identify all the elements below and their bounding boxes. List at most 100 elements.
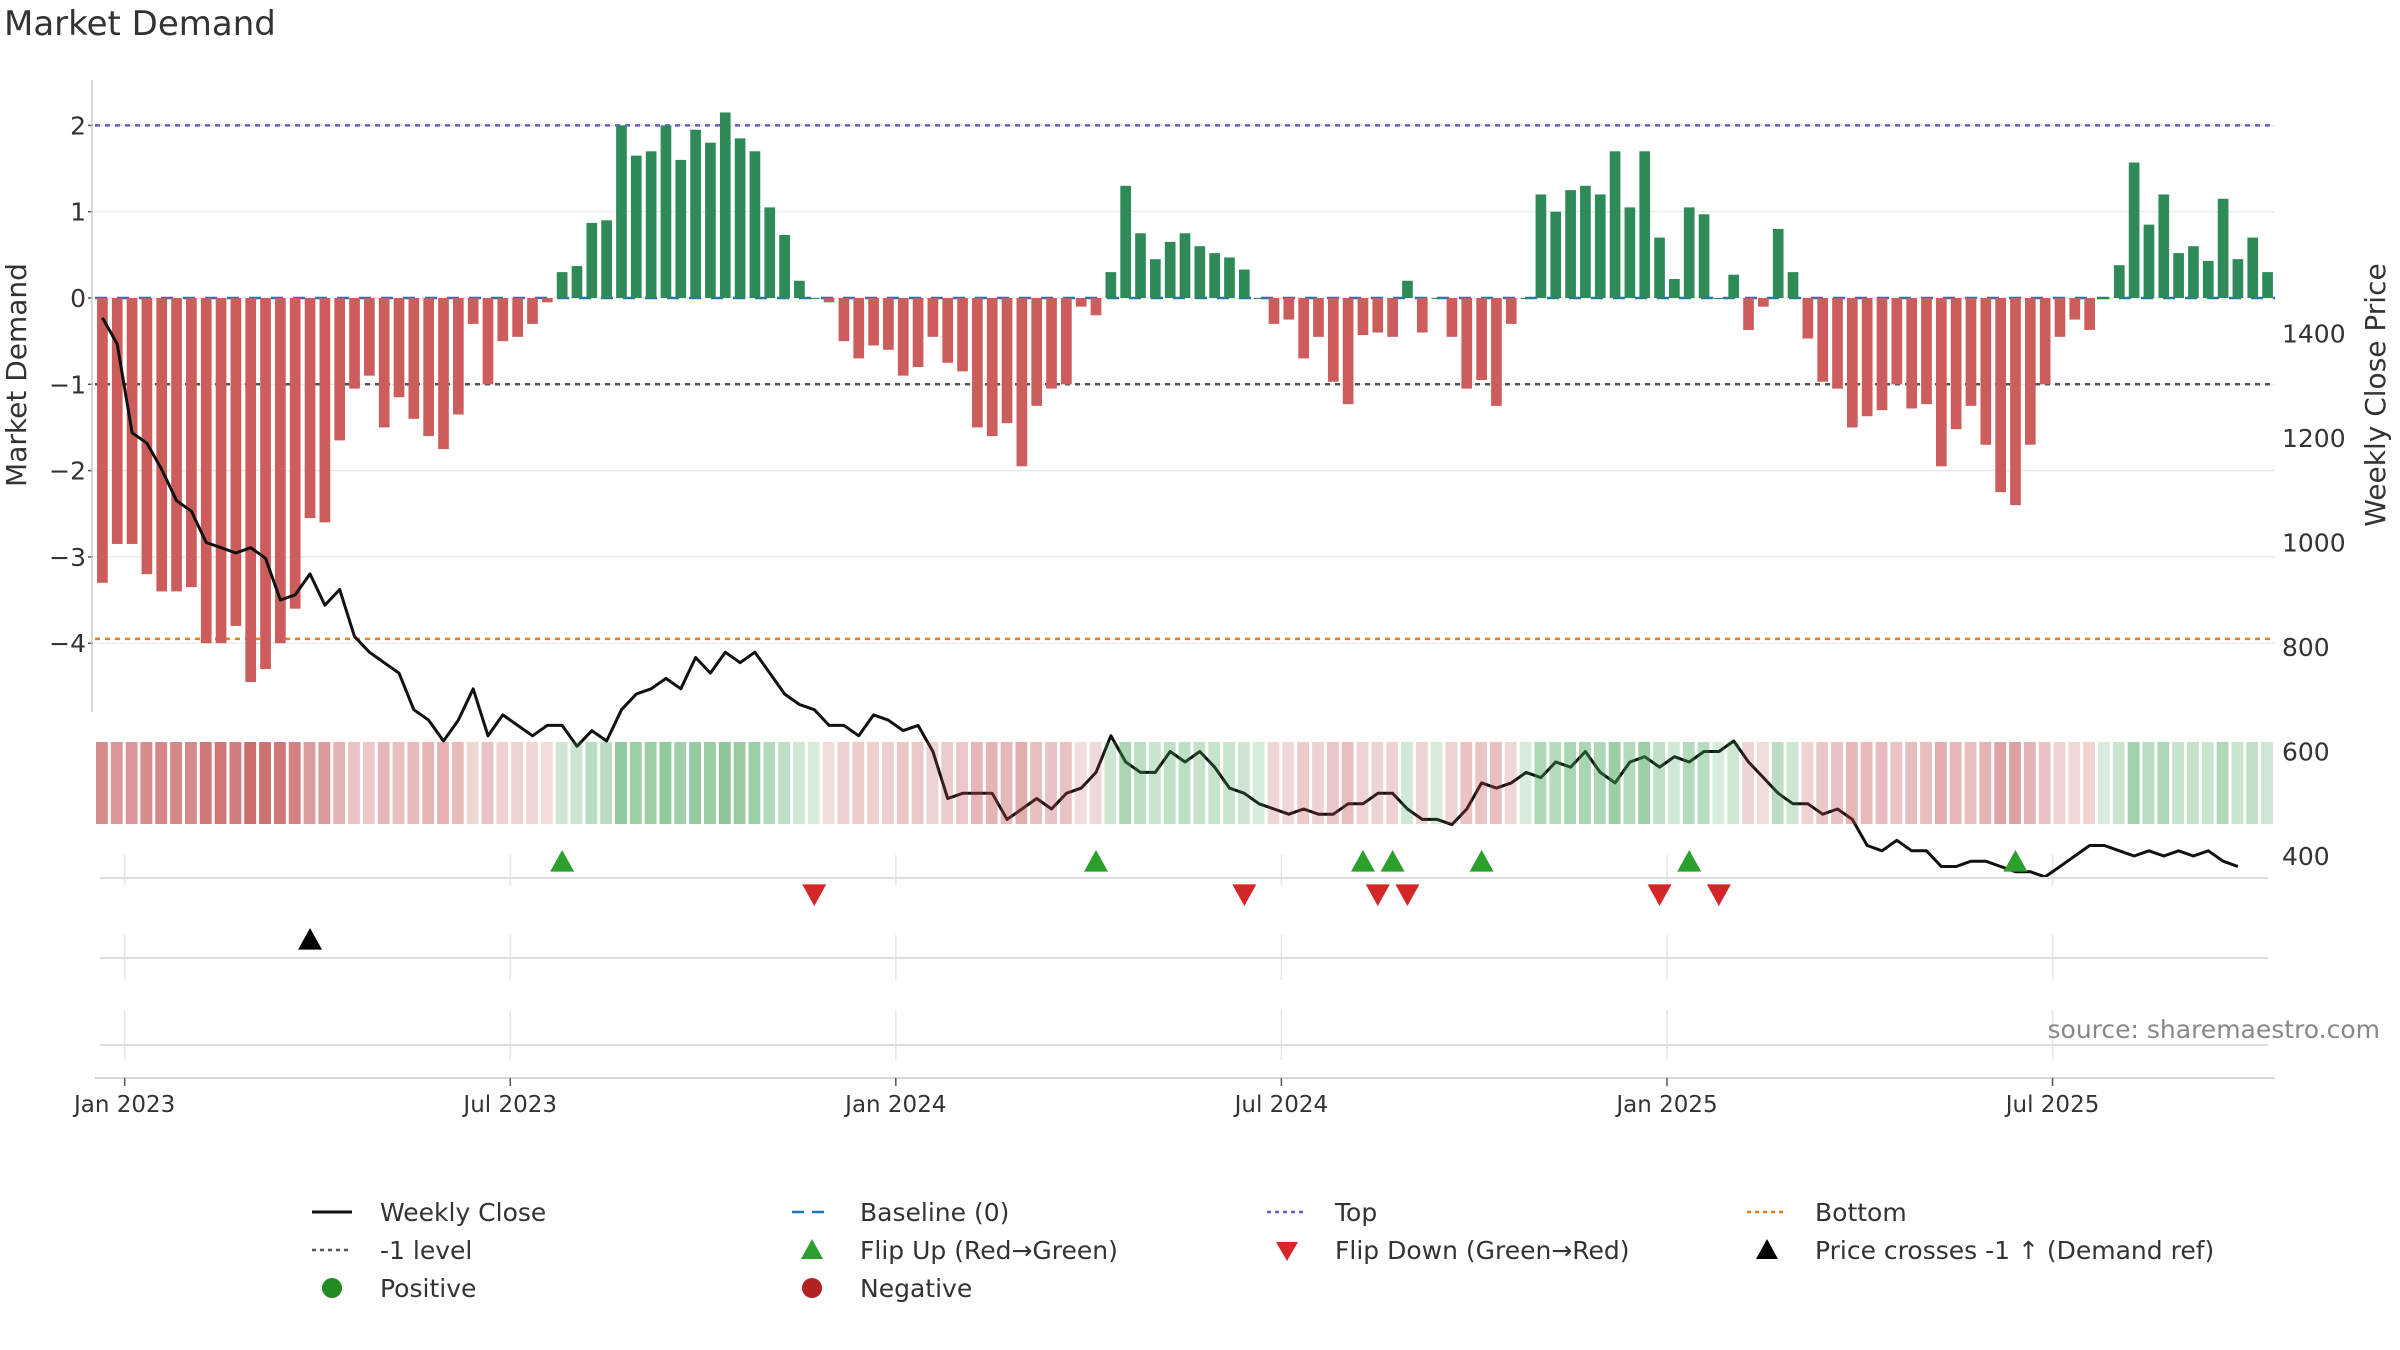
heat-cell (377, 742, 390, 824)
demand-bar (927, 298, 939, 337)
heat-cell (2127, 742, 2140, 824)
legend-symbol (1756, 1239, 1778, 1259)
demand-bar (616, 125, 627, 299)
heat-cell (526, 742, 538, 824)
heat-cell (2068, 742, 2081, 824)
demand-bar (645, 151, 657, 298)
heat-cell (481, 742, 494, 824)
heat-cell (733, 742, 746, 824)
y2-tick-label: 600 (2282, 738, 2330, 767)
heat-cell (1356, 742, 1369, 824)
heat-cell (2172, 742, 2185, 824)
demand-bar (1817, 298, 1829, 382)
demand-bar (1238, 269, 1250, 298)
heat-cell (1415, 742, 1428, 824)
heat-cell (2112, 742, 2125, 824)
heat-cell (1534, 742, 1547, 824)
heat-cell (956, 742, 968, 824)
legend-label: -1 level (380, 1235, 473, 1265)
demand-bar (1357, 298, 1369, 336)
heat-cell (1386, 742, 1399, 824)
demand-bar (260, 298, 271, 670)
legend-label: Baseline (0) (860, 1197, 1010, 1227)
flip-up-marker (1084, 850, 1109, 872)
demand-bar (883, 298, 894, 350)
demand-bar (749, 151, 761, 298)
demand-bar (1298, 298, 1309, 359)
heat-cell (2098, 742, 2110, 824)
demand-bar (2113, 265, 2125, 298)
heat-cell (2261, 742, 2273, 824)
heat-cell (259, 742, 271, 824)
demand-bar (1016, 298, 1028, 467)
heat-cell (1148, 742, 1161, 824)
heat-cell (1845, 742, 1858, 824)
legend-symbol (801, 1239, 823, 1259)
heat-cell (496, 742, 509, 824)
price-line (101, 317, 2239, 879)
demand-bar (1520, 298, 1532, 299)
heat-cell (407, 742, 420, 824)
demand-bar (527, 298, 538, 324)
heat-cell (1104, 742, 1117, 824)
demand-bar (1446, 298, 1458, 337)
heat-cell (1445, 742, 1458, 824)
heat-cell (540, 742, 553, 824)
demand-bar (1683, 207, 1695, 298)
demand-bar (1372, 298, 1384, 333)
heat-cell (970, 742, 983, 824)
legend-item: -1 level (300, 1233, 472, 1267)
demand-bar (2084, 298, 2095, 330)
demand-bar (972, 298, 983, 428)
heat-cell (1163, 742, 1176, 824)
demand-bar (2247, 237, 2259, 298)
heat-cell (1193, 742, 1206, 824)
demand-bar (215, 298, 227, 644)
heat-cell (1608, 742, 1621, 824)
demand-bar (1891, 298, 1903, 385)
demand-bar (1876, 298, 1888, 411)
heat-cell (451, 742, 464, 824)
heat-cell (1371, 742, 1384, 824)
demand-bar (230, 298, 242, 626)
demand-bar (156, 298, 168, 592)
heat-cell (288, 742, 301, 824)
demand-bar (1505, 298, 1517, 324)
demand-bar (1772, 228, 1784, 298)
heat-cell (1208, 742, 1221, 824)
demand-bar (779, 235, 790, 298)
heat-cell (881, 742, 894, 824)
heat-cell (1030, 742, 1043, 824)
heat-cell (659, 742, 672, 824)
demand-bar (1935, 298, 1947, 467)
heat-cell (1119, 742, 1132, 824)
demand-bar (275, 298, 286, 644)
heat-cell (362, 742, 375, 824)
demand-bar (1609, 151, 1621, 298)
demand-bar (2128, 162, 2140, 298)
demand-bar (2188, 246, 2199, 298)
demand-bar (1743, 298, 1754, 330)
heat-cell (140, 742, 153, 824)
heat-cell (585, 742, 598, 824)
demand-bar (823, 298, 835, 303)
y-tick-label: 2 (70, 111, 86, 140)
demand-bar (912, 298, 924, 368)
heat-cell (1905, 742, 1918, 824)
demand-bar (126, 298, 138, 544)
demand-bar (1416, 298, 1428, 333)
flip-down-marker (1706, 884, 1731, 906)
heat-cell (1578, 742, 1591, 824)
heat-cell (1890, 742, 1903, 824)
demand-bar (1476, 298, 1487, 380)
legend-item: Positive (300, 1271, 476, 1305)
heat-cell (1134, 742, 1146, 824)
legend-label: Price crosses -1 ↑ (Demand ref) (1815, 1235, 2215, 1265)
heat-cell (1831, 742, 1843, 824)
demand-bar (2158, 194, 2170, 298)
legend-symbol (1276, 1242, 1298, 1261)
demand-bar (1832, 298, 1843, 389)
demand-bar (2099, 298, 2110, 299)
demand-bar (2217, 198, 2229, 298)
demand-bar (378, 298, 390, 428)
